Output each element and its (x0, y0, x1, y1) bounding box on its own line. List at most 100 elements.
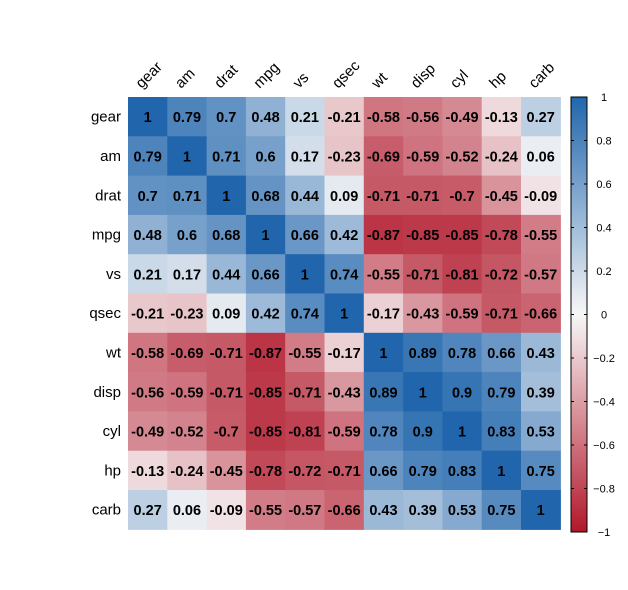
cell-value-label: -0.23 (170, 307, 203, 323)
heatmap-cell (481, 490, 522, 530)
heatmap-cell (167, 136, 208, 177)
cell-value-label: -0.59 (446, 307, 479, 323)
column-label: gear (132, 59, 165, 92)
heatmap-cell (245, 97, 286, 137)
heatmap-cell (363, 332, 404, 373)
cell-value-label: 0.66 (291, 228, 319, 244)
row-label: hp (104, 462, 121, 479)
cell-value-label: -0.71 (485, 307, 518, 323)
row-label: wt (105, 344, 122, 361)
cell-value-label: 0.9 (413, 425, 433, 441)
cell-value-label: 0.83 (448, 464, 476, 480)
heatmap-cell (206, 254, 247, 295)
heatmap-cell (245, 490, 286, 530)
cell-value-label: 0.27 (134, 503, 162, 519)
cell-value-label: -0.24 (170, 464, 203, 480)
cell-value-label: 0.75 (487, 503, 515, 519)
heatmap-cell (442, 372, 483, 412)
heatmap-cell (363, 411, 404, 452)
cell-value-label: 0.09 (212, 307, 240, 323)
cell-value-label: 0.66 (487, 346, 515, 362)
heatmap-cell (167, 490, 208, 530)
column-label: hp (486, 68, 510, 92)
heatmap-cell (324, 254, 365, 295)
cell-value-label: 0.44 (212, 267, 240, 283)
cell-value-label: -0.52 (446, 149, 479, 165)
heatmap-cell (128, 293, 168, 334)
cell-value-label: -0.49 (131, 425, 164, 441)
cell-value-label: -0.57 (288, 503, 321, 519)
heatmap-cell (324, 136, 365, 177)
cell-value-label: 0.06 (527, 149, 555, 165)
heatmap-cell (403, 175, 443, 216)
cell-value-label: 0.66 (251, 267, 279, 283)
row-label: qsec (89, 305, 121, 322)
heatmap-cell (481, 97, 522, 137)
colorbar-tick-label: −0.4 (593, 397, 615, 409)
heatmap-cell (442, 214, 483, 255)
column-labels: gear am drat mpg vs qsec wt disp cyl hp carb (132, 57, 558, 92)
heatmap-cell (206, 411, 247, 452)
column-label: carb (525, 59, 558, 92)
heatmap-cell (363, 214, 404, 255)
cell-value-label: 0.66 (369, 464, 397, 480)
heatmap-cell (285, 136, 326, 177)
heatmap-cell (128, 411, 168, 452)
heatmap-cell (206, 175, 247, 216)
cell-value-label: 0.39 (527, 385, 555, 401)
cell-value-label: -0.43 (406, 307, 439, 323)
cell-value-label: -0.66 (328, 503, 361, 519)
heatmap-cell (245, 332, 286, 373)
column-label: drat (211, 61, 242, 92)
heatmap-cell (128, 254, 168, 295)
heatmap-cell (442, 332, 483, 373)
cell-value-label: 1 (262, 228, 270, 244)
heatmap-cell (442, 175, 483, 216)
cell-value-label: -0.17 (367, 307, 400, 323)
heatmap-cell (481, 214, 522, 255)
heatmap-cell (521, 293, 561, 334)
heatmap-cell (403, 490, 443, 530)
column-label: disp (408, 60, 439, 91)
cell-value-label: -0.71 (210, 346, 243, 362)
heatmap-cell (521, 372, 561, 412)
heatmap-cell (363, 293, 404, 334)
heatmap-cell (403, 254, 443, 295)
cell-value-label: -0.85 (249, 425, 282, 441)
cell-value-label: 0.48 (134, 228, 162, 244)
heatmap-cell (245, 372, 286, 412)
cell-value-label: 1 (144, 110, 152, 126)
cell-value-label: -0.59 (406, 149, 439, 165)
colorbar-tick-label: −0.6 (593, 440, 615, 452)
heatmap-cell (403, 450, 443, 491)
cell-value-label: -0.85 (249, 385, 282, 401)
heatmap-cell (206, 450, 247, 491)
heatmap-cell (206, 372, 247, 412)
heatmap-cell (285, 450, 326, 491)
colorbar-tick-label: 0.8 (596, 136, 611, 148)
heatmap-cell (481, 450, 522, 491)
cell-value-label: 0.7 (216, 110, 236, 126)
heatmap-cell (167, 372, 208, 412)
cell-value-label: 0.44 (291, 189, 319, 205)
heatmap-cell (128, 332, 168, 373)
cell-value-label: 0.71 (173, 189, 201, 205)
cell-value-label: -0.21 (328, 110, 361, 126)
heatmap-cell (128, 136, 168, 177)
heatmap-cell (363, 450, 404, 491)
column-label: am (172, 65, 199, 92)
cell-value-label: -0.71 (406, 267, 439, 283)
cell-value-label: -0.69 (367, 149, 400, 165)
heatmap-cell (128, 175, 168, 216)
heatmap-cell (206, 136, 247, 177)
cell-value-label: 0.09 (330, 189, 358, 205)
heatmap-cell (442, 490, 483, 530)
cell-value-label: 0.78 (369, 425, 397, 441)
heatmap-cell (128, 490, 168, 530)
heatmap-cell (245, 450, 286, 491)
heatmap-cell (403, 97, 443, 137)
heatmap-cell (285, 254, 326, 295)
column-label: qsec (329, 57, 364, 92)
cell-value-label: -0.49 (446, 110, 479, 126)
cell-value-label: 1 (183, 149, 191, 165)
